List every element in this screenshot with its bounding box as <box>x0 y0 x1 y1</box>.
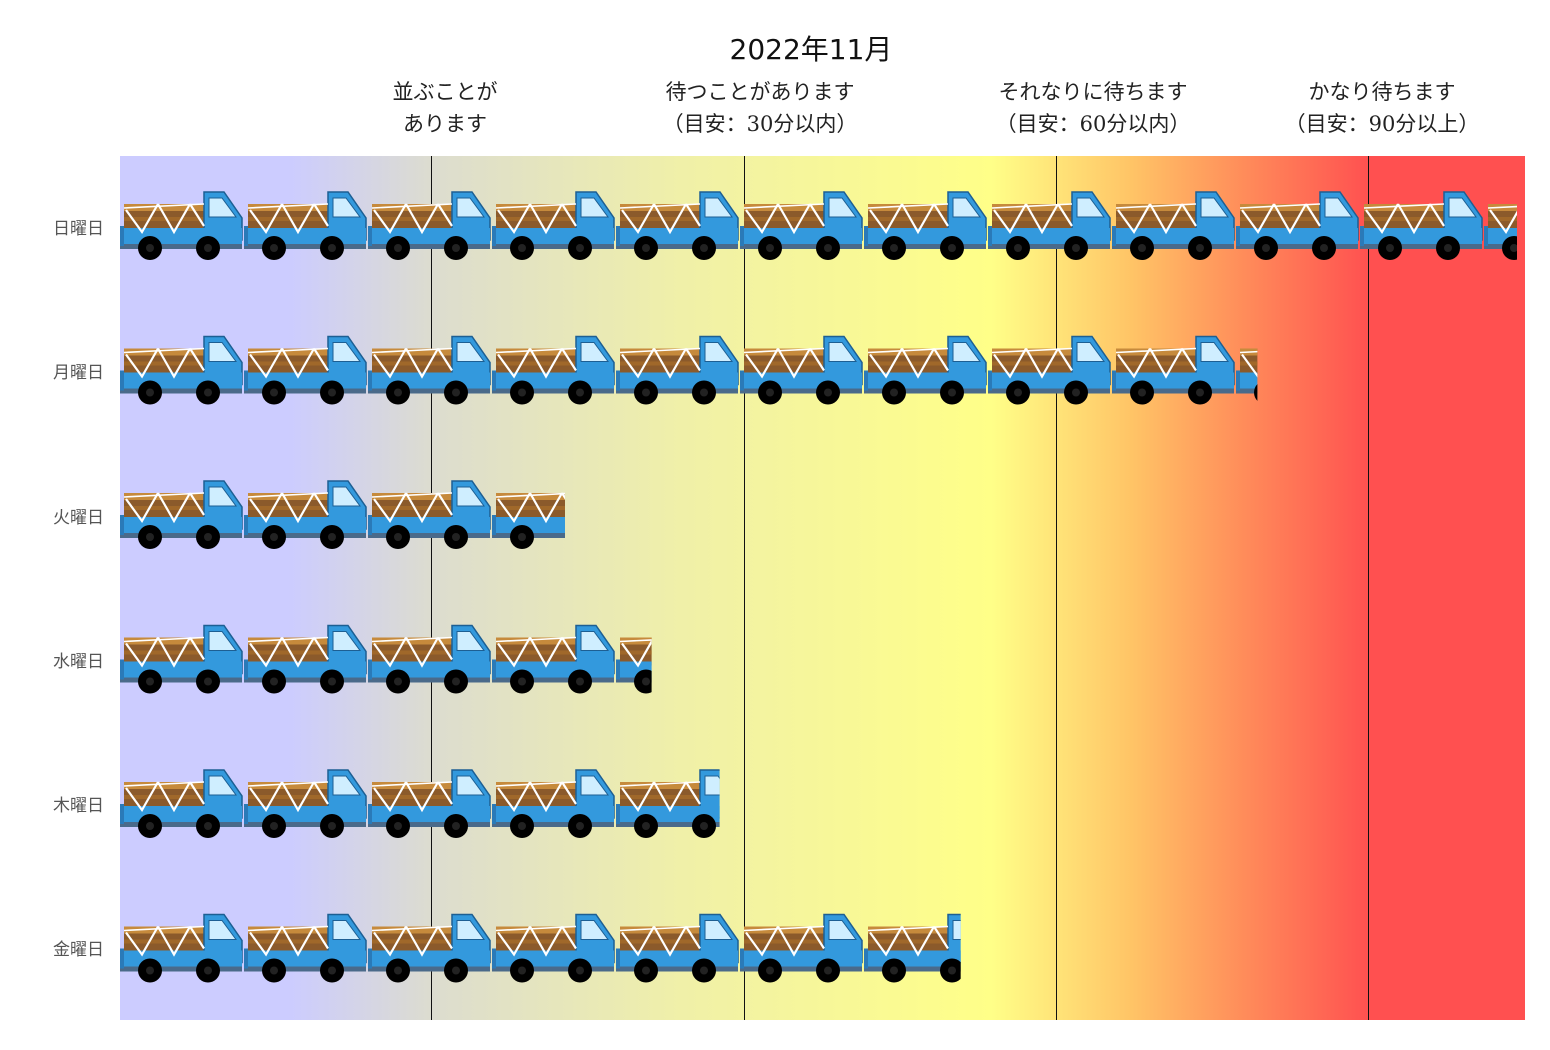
category-label-monday: 月曜日 <box>53 363 104 383</box>
truck-icon <box>862 190 988 262</box>
truck-icon <box>738 190 864 262</box>
truck-icon <box>242 624 368 695</box>
truck-icon <box>490 768 616 840</box>
category-label-sunday: 日曜日 <box>53 219 104 239</box>
truck-icon <box>120 479 244 551</box>
truck-icon <box>366 335 492 406</box>
truck-icon <box>120 335 244 406</box>
truck-icon <box>242 768 368 840</box>
truck-icon <box>242 190 368 262</box>
category-label-wednesday: 水曜日 <box>53 652 104 672</box>
bar-sunday <box>120 190 1517 262</box>
truck-icon <box>1234 190 1360 262</box>
zone-label-4-line1: かなり待ちます <box>1308 80 1456 104</box>
truck-icon <box>242 479 368 551</box>
truck-icon <box>1358 190 1484 262</box>
truck-icon <box>490 335 616 406</box>
truck-icon <box>738 335 864 406</box>
category-label-thursday: 木曜日 <box>53 796 104 816</box>
truck-icon <box>490 190 616 262</box>
truck-icon <box>120 190 244 262</box>
bar-tuesday <box>120 479 566 551</box>
truck-icon <box>862 913 961 984</box>
bar-friday <box>120 913 961 984</box>
truck-icon <box>614 768 720 840</box>
zone-label-4: かなり待ちます （目安：90分以上） <box>1242 76 1522 140</box>
zone-label-4-line2: （目安：90分以上） <box>1284 112 1480 136</box>
truck-icon <box>120 768 244 840</box>
truck-icon <box>366 190 492 262</box>
zone-label-2-line2: （目安：30分以内） <box>662 112 858 136</box>
truck-icon <box>366 624 492 695</box>
truck-icon <box>986 335 1112 406</box>
truck-icon <box>490 479 566 551</box>
truck-icon <box>1234 335 1258 406</box>
zone-label-3-line2: （目安：60分以内） <box>995 112 1191 136</box>
truck-icon <box>1110 190 1236 262</box>
truck-icon <box>366 913 492 984</box>
truck-icon <box>120 913 244 984</box>
zone-label-2-line1: 待つことがあります <box>665 80 855 104</box>
category-label-friday: 金曜日 <box>53 940 104 960</box>
truck-icon <box>242 913 368 984</box>
truck-icon <box>614 190 740 262</box>
bar-monday <box>120 335 1258 406</box>
zone-divider-2 <box>744 156 745 1020</box>
zone-label-1-line1: 並ぶことが <box>392 80 498 104</box>
truck-icon <box>366 479 492 551</box>
chart-title: 2022年11月 <box>729 33 893 66</box>
truck-icon <box>614 335 740 406</box>
truck-icon <box>1110 335 1236 406</box>
zone-label-1-line2: あります <box>403 112 487 136</box>
zone-divider-3 <box>1056 156 1057 1020</box>
truck-icon <box>120 624 244 695</box>
plot-area <box>120 156 1525 1020</box>
bar-thursday <box>120 768 720 840</box>
zone-label-2: 待つことがあります （目安：30分以内） <box>620 76 900 140</box>
truck-icon <box>366 768 492 840</box>
zone-divider-1 <box>431 156 432 1020</box>
truck-icon <box>490 913 616 984</box>
zone-label-3: それなりに待ちます （目安：60分以内） <box>953 76 1233 140</box>
bar-wednesday <box>120 624 652 695</box>
zone-divider-4 <box>1368 156 1369 1020</box>
truck-icon <box>986 190 1112 262</box>
truck-icon <box>614 913 740 984</box>
zone-label-3-line1: それなりに待ちます <box>998 80 1188 104</box>
truck-icon <box>738 913 864 984</box>
truck-icon <box>614 624 652 695</box>
truck-icon <box>862 335 988 406</box>
truck-icon <box>490 624 616 695</box>
truck-icon <box>242 335 368 406</box>
category-label-tuesday: 火曜日 <box>53 508 104 528</box>
zone-label-1: 並ぶことが あります <box>305 76 585 140</box>
truck-icon <box>1482 190 1517 262</box>
